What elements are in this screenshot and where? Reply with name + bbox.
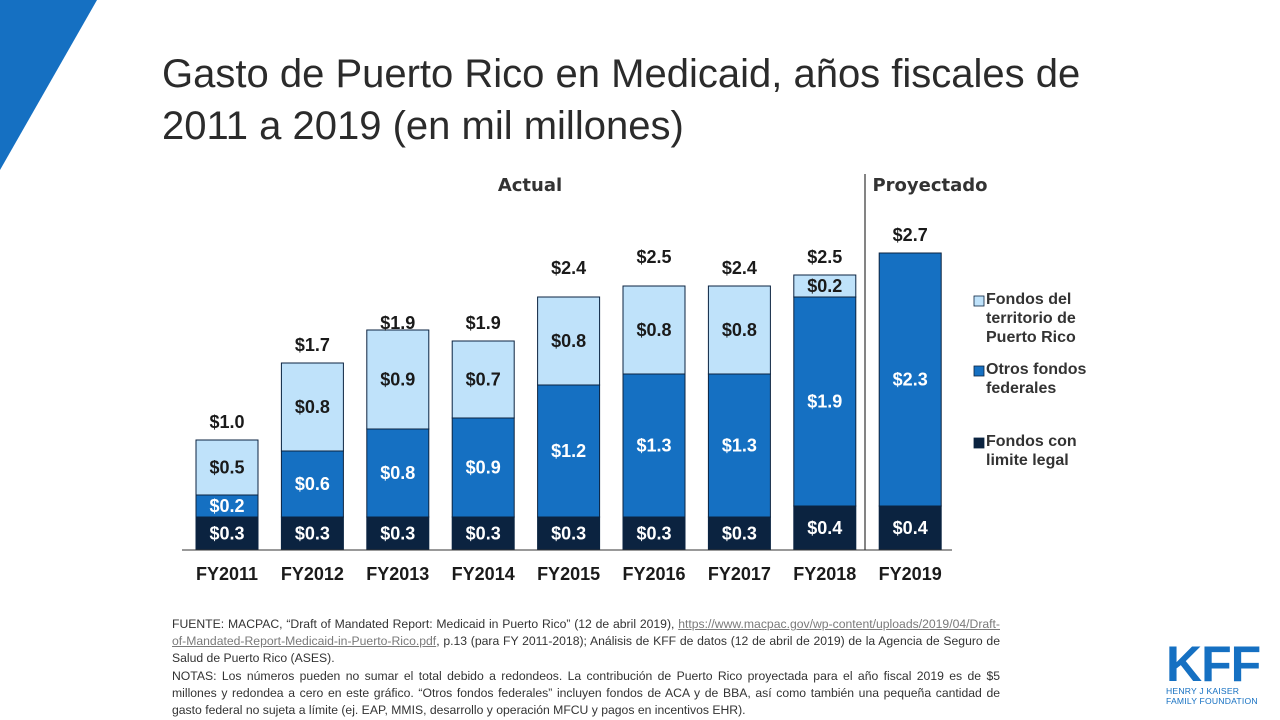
source-suffix: , p.13 (para FY 2011-2018); Análisis de … bbox=[172, 634, 1000, 666]
segment-value-label: $0.8 bbox=[295, 397, 330, 417]
segment-value-label: $0.3 bbox=[636, 524, 671, 544]
segment-value-label: $0.5 bbox=[209, 458, 244, 478]
bar-segment-fy2014-s2 bbox=[451, 340, 515, 419]
segment-value-label: $0.3 bbox=[209, 524, 244, 544]
segment-value-label: $1.3 bbox=[636, 436, 671, 456]
bar-segment-fy2015-s1 bbox=[537, 384, 601, 518]
page-title: Gasto de Puerto Rico en Medicaid, años f… bbox=[162, 52, 1081, 148]
segment-value-label: $0.3 bbox=[466, 524, 501, 544]
bar-segment-fy2018-s1 bbox=[793, 296, 857, 507]
legend-label: territorio de bbox=[986, 310, 1076, 327]
bar-segment-fy2014-s1 bbox=[451, 417, 515, 518]
segment-value-label: $1.3 bbox=[722, 436, 757, 456]
segment-value-label: $0.9 bbox=[466, 458, 501, 478]
bar-segment-fy2016-s2 bbox=[622, 285, 686, 375]
bar-segment-fy2012-s1 bbox=[280, 450, 344, 518]
category-tick-label: FY2013 bbox=[366, 564, 429, 584]
bar-segment-fy2015-s0 bbox=[537, 516, 601, 551]
kff-logo: KFF HENRY J KAISER FAMILY FOUNDATION bbox=[1166, 636, 1264, 706]
category-tick-label: FY2017 bbox=[708, 564, 771, 584]
total-value-label: $1.0 bbox=[209, 412, 244, 432]
segment-value-label: $0.8 bbox=[380, 463, 415, 483]
category-tick-label: FY2018 bbox=[793, 564, 856, 584]
bar-segment-fy2018-s0 bbox=[793, 505, 857, 551]
bar-segment-fy2016-s1 bbox=[622, 373, 686, 518]
total-value-label: $2.5 bbox=[807, 247, 842, 267]
total-value-label: $2.4 bbox=[722, 258, 757, 278]
segment-value-label: $1.2 bbox=[551, 441, 586, 461]
category-tick-label: FY2019 bbox=[879, 564, 942, 584]
legend-label: Fondos con bbox=[986, 433, 1077, 450]
segment-value-label: $0.8 bbox=[551, 331, 586, 351]
segment-value-label: $0.4 bbox=[807, 518, 842, 538]
source-notes: FUENTE: MACPAC, “Draft of Mandated Repor… bbox=[172, 616, 1000, 719]
bar-segment-fy2013-s0 bbox=[366, 516, 430, 551]
segment-value-label: $0.3 bbox=[551, 524, 586, 544]
legend-label: federales bbox=[986, 380, 1056, 397]
section-label-projected: Proyectado bbox=[872, 175, 987, 196]
total-value-label: $2.5 bbox=[636, 247, 671, 267]
kff-logo-mark: KFF bbox=[1166, 636, 1261, 692]
bar-segment-fy2019-s0 bbox=[878, 505, 942, 551]
segment-value-label: $0.3 bbox=[722, 524, 757, 544]
segment-value-label: $0.8 bbox=[722, 320, 757, 340]
segment-value-label: $2.3 bbox=[893, 370, 928, 390]
segment-value-label: $0.8 bbox=[636, 320, 671, 340]
segment-value-label: $0.3 bbox=[380, 524, 415, 544]
source-text: FUENTE: MACPAC, “Draft of Mandated Repor… bbox=[172, 616, 1000, 668]
category-tick-label: FY2011 bbox=[196, 564, 258, 584]
segment-value-label: $1.9 bbox=[807, 392, 842, 412]
legend-swatch bbox=[973, 365, 985, 377]
kff-logo-line1: HENRY J KAISER bbox=[1166, 686, 1240, 696]
total-value-label: $1.9 bbox=[380, 313, 415, 333]
category-tick-label: FY2014 bbox=[452, 564, 515, 584]
bar-segment-fy2016-s0 bbox=[622, 516, 686, 551]
bar-segment-fy2017-s1 bbox=[707, 373, 771, 518]
segment-value-label: $0.6 bbox=[295, 474, 330, 494]
category-tick-label: FY2012 bbox=[281, 564, 344, 584]
source-prefix: FUENTE: MACPAC, “Draft of Mandated Repor… bbox=[172, 617, 679, 631]
kff-logo-line2: FAMILY FOUNDATION bbox=[1166, 696, 1258, 706]
total-value-label: $2.7 bbox=[893, 225, 928, 245]
section-label-actual: Actual bbox=[498, 175, 562, 196]
notes-text: NOTAS: Los números pueden no sumar el to… bbox=[172, 668, 1000, 718]
bar-segment-fy2013-s1 bbox=[366, 428, 430, 518]
bar-segment-fy2019-s1 bbox=[878, 252, 942, 507]
bar-segment-fy2018-s2 bbox=[793, 274, 857, 298]
category-tick-label: FY2016 bbox=[622, 564, 685, 584]
legend-label: Otros fondos bbox=[986, 361, 1087, 378]
bar-segment-fy2015-s2 bbox=[537, 296, 601, 386]
legend-swatch bbox=[973, 295, 985, 307]
bar-segment-fy2011-s2 bbox=[195, 439, 259, 496]
legend-label: Puerto Rico bbox=[986, 329, 1076, 346]
source-link[interactable]: https://www.macpac.gov/wp-content/upload… bbox=[172, 617, 1000, 649]
total-value-label: $2.4 bbox=[551, 258, 586, 278]
segment-value-label: $0.4 bbox=[893, 518, 928, 538]
segment-value-label: $0.2 bbox=[807, 276, 842, 296]
legend-label: limite legal bbox=[986, 452, 1069, 469]
bar-segment-fy2017-s2 bbox=[707, 285, 771, 375]
legend-label: Fondos del bbox=[986, 291, 1071, 308]
segment-value-label: $0.2 bbox=[209, 496, 244, 516]
bar-segment-fy2017-s0 bbox=[707, 516, 771, 551]
total-value-label: $1.7 bbox=[295, 335, 330, 355]
segment-value-label: $0.9 bbox=[380, 370, 415, 390]
total-value-label: $1.9 bbox=[466, 313, 501, 333]
bar-segment-fy2014-s0 bbox=[451, 516, 515, 551]
corner-accent-triangle bbox=[0, 0, 97, 170]
segment-value-label: $0.7 bbox=[466, 370, 501, 390]
category-tick-label: FY2015 bbox=[537, 564, 600, 584]
bar-segment-fy2013-s2 bbox=[366, 329, 430, 430]
legend-swatch bbox=[973, 437, 985, 449]
segment-value-label: $0.3 bbox=[295, 524, 330, 544]
bar-segment-fy2012-s2 bbox=[280, 362, 344, 452]
